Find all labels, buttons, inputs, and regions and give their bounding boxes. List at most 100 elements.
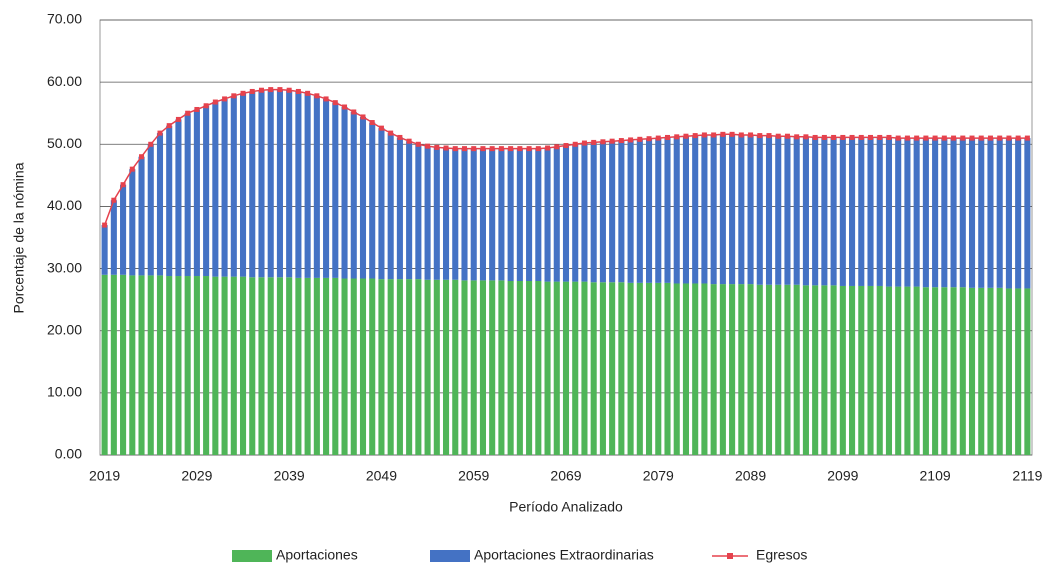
line-marker	[102, 222, 108, 228]
line-marker	[212, 99, 218, 105]
bar	[895, 138, 902, 287]
bar	[904, 138, 911, 287]
bar	[876, 285, 883, 455]
bar	[129, 275, 136, 455]
line-marker	[775, 133, 781, 139]
line-marker	[812, 134, 818, 140]
bar	[415, 279, 422, 455]
bar	[913, 286, 920, 455]
line-marker	[498, 146, 504, 152]
bar	[507, 148, 514, 281]
x-tick-label: 2119	[1012, 468, 1042, 484]
line-marker	[738, 132, 744, 138]
y-tick-label: 40.00	[47, 197, 82, 213]
bar	[295, 277, 302, 455]
line-marker	[268, 87, 274, 93]
line-marker	[794, 134, 800, 140]
bar	[221, 276, 228, 455]
bar	[387, 133, 394, 280]
bar	[756, 284, 763, 455]
line-marker	[720, 131, 726, 137]
bar	[599, 282, 606, 455]
bar	[812, 285, 819, 455]
bar	[1024, 138, 1031, 289]
bar	[101, 225, 108, 275]
line-marker	[849, 134, 855, 140]
bar	[258, 277, 265, 455]
bar	[424, 279, 431, 455]
bar	[562, 281, 570, 455]
line-marker	[388, 130, 394, 136]
y-tick-label: 10.00	[47, 384, 82, 400]
bar	[120, 184, 127, 275]
y-tick-label: 50.00	[47, 135, 82, 151]
bar	[489, 280, 496, 455]
bar	[609, 141, 616, 283]
bar	[498, 148, 505, 281]
x-tick-label: 2049	[366, 468, 397, 484]
line-marker	[766, 133, 772, 139]
bar	[535, 148, 542, 281]
bar	[507, 281, 514, 455]
bar	[452, 279, 459, 455]
legend-label: Aportaciones Extraordinarias	[474, 547, 654, 563]
bar	[516, 281, 523, 455]
bar	[978, 138, 985, 288]
bar	[876, 137, 883, 286]
line-marker	[978, 135, 984, 141]
line-marker	[480, 146, 486, 152]
bar	[359, 278, 367, 455]
bar	[959, 138, 966, 288]
bar	[544, 281, 551, 455]
bar	[341, 278, 348, 455]
bar	[433, 279, 440, 455]
bar	[682, 136, 690, 284]
bar	[950, 138, 957, 288]
line-marker	[646, 136, 652, 142]
line-marker	[997, 135, 1003, 141]
line-marker	[545, 145, 551, 151]
line-marker	[821, 134, 827, 140]
bar	[673, 136, 680, 284]
y-tick-label: 20.00	[47, 321, 82, 337]
line-marker	[831, 134, 837, 140]
bar	[129, 169, 136, 276]
x-tick-label: 2039	[274, 468, 305, 484]
bar	[138, 275, 145, 455]
bar	[996, 287, 1003, 455]
line-marker	[628, 137, 634, 143]
bar	[286, 90, 293, 278]
bar	[267, 277, 274, 455]
line-marker	[692, 133, 698, 139]
line-marker	[526, 146, 532, 152]
bar	[968, 287, 976, 455]
line-marker	[369, 120, 375, 126]
line-marker	[222, 96, 228, 102]
bar	[849, 285, 856, 455]
bar	[932, 287, 939, 455]
line-marker	[951, 135, 957, 141]
legend-swatch	[727, 553, 733, 559]
bar	[249, 277, 256, 455]
bar	[276, 277, 283, 455]
line-marker	[517, 146, 523, 152]
bar	[193, 276, 200, 455]
line-marker	[960, 135, 966, 141]
bar	[406, 141, 413, 280]
bar	[710, 134, 717, 285]
line-marker	[452, 146, 458, 152]
line-marker	[563, 143, 569, 149]
bar	[175, 119, 182, 277]
bar	[646, 138, 653, 283]
bar	[941, 138, 948, 288]
bar	[526, 281, 533, 455]
bar	[839, 137, 846, 286]
bar	[553, 146, 560, 282]
bar	[738, 134, 745, 285]
bar	[692, 135, 699, 284]
line-marker	[941, 135, 947, 141]
x-tick-label: 2069	[550, 468, 581, 484]
bar	[156, 275, 164, 455]
y-tick-label: 30.00	[47, 259, 82, 275]
line-marker	[784, 133, 790, 139]
